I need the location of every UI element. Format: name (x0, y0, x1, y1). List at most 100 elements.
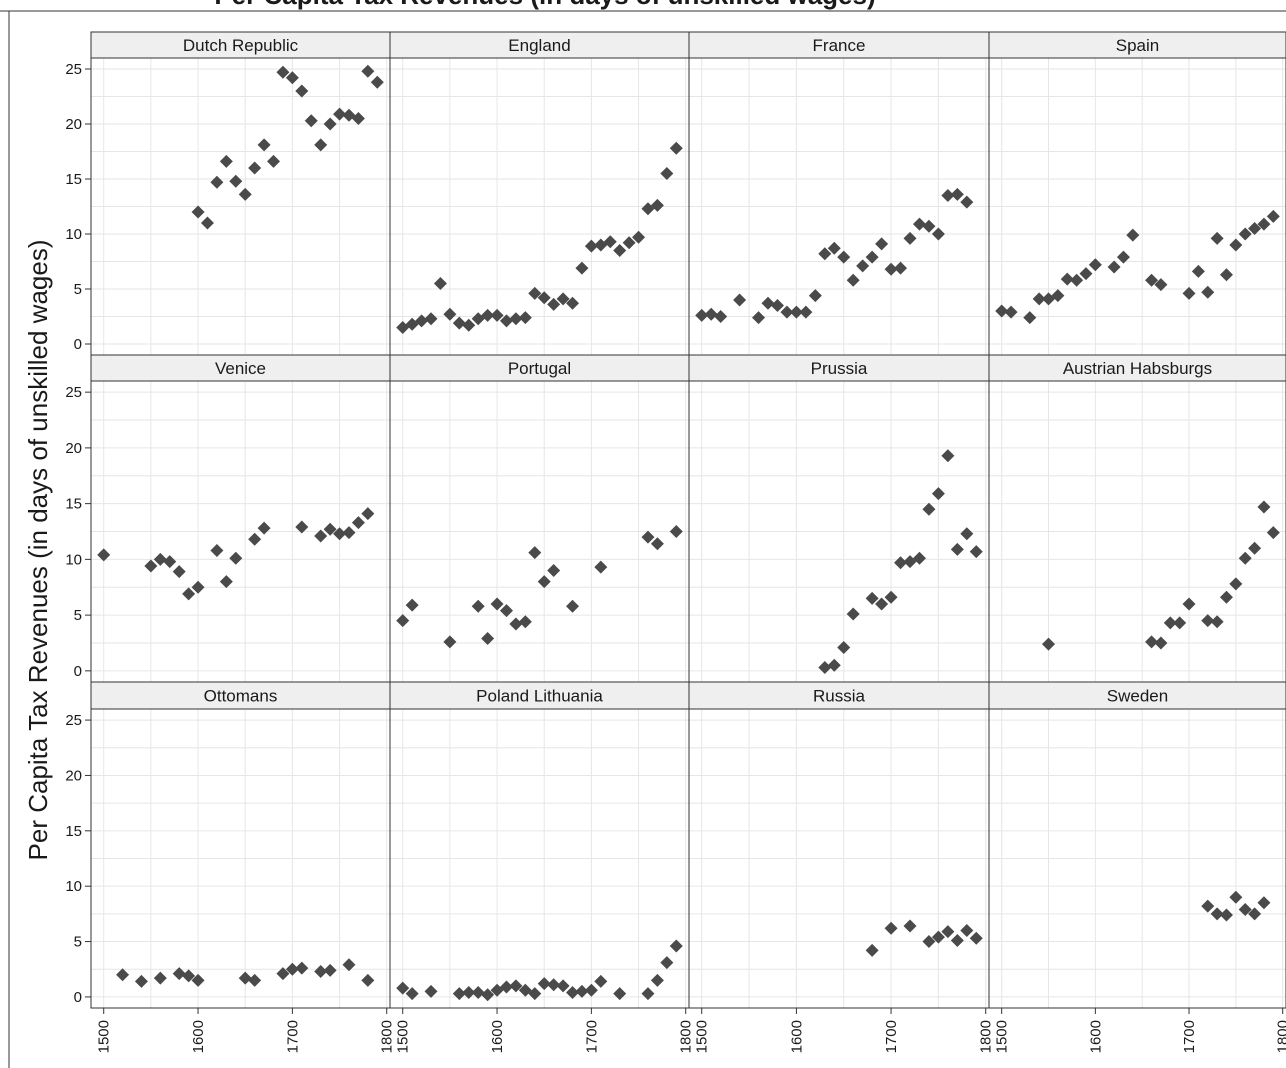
x-tick-label: 1700 (583, 1020, 600, 1053)
data-point (285, 962, 299, 976)
data-point (903, 919, 917, 933)
data-point (941, 925, 955, 939)
x-tick-label: 1800 (379, 1020, 396, 1053)
data-point (238, 187, 252, 201)
data-point (594, 974, 608, 988)
data-point (200, 216, 214, 230)
x-tick-label: 1500 (694, 1020, 711, 1053)
data-point (1210, 615, 1224, 629)
y-tick-label: 0 (74, 336, 82, 353)
data-point (594, 560, 608, 574)
data-point (304, 114, 318, 128)
data-point (660, 167, 674, 180)
data-point (229, 174, 243, 188)
facet-strip-label: England (508, 36, 570, 55)
data-point (547, 564, 561, 578)
x-tick-label: 1600 (489, 1020, 506, 1053)
data-point (1060, 272, 1074, 286)
data-point (1032, 292, 1046, 306)
data-point (97, 548, 111, 562)
data-point (248, 973, 262, 987)
data-point (714, 310, 728, 323)
data-point (509, 979, 523, 993)
data-point (969, 931, 983, 945)
x-tick-label: 1500 (994, 1020, 1011, 1053)
data-point (922, 219, 936, 233)
data-point (528, 286, 542, 300)
data-point (950, 187, 964, 201)
facet-panel: Poland Lithuania 1500 1600 1700 1800 (389, 681, 695, 1053)
data-point (314, 529, 328, 543)
y-tick-label: 25 (65, 712, 82, 729)
data-point (490, 597, 504, 611)
facet-strip (688, 354, 990, 382)
data-point (295, 84, 309, 98)
data-point (575, 984, 589, 998)
data-point (846, 273, 860, 287)
y-tick-label: 0 (74, 663, 82, 680)
data-point (1145, 635, 1159, 649)
data-point (695, 308, 709, 322)
facet-strip (389, 31, 690, 59)
data-point (323, 117, 337, 131)
data-point (584, 983, 598, 997)
data-point (669, 525, 683, 538)
data-point (509, 617, 523, 631)
data-point (1182, 597, 1196, 611)
data-point (424, 312, 438, 326)
y-tick-label: 5 (74, 607, 82, 624)
data-point (323, 522, 337, 536)
data-point (704, 307, 718, 321)
data-point (405, 987, 419, 1001)
data-point (499, 314, 513, 328)
data-point (153, 552, 167, 566)
data-point (333, 527, 347, 541)
data-point (912, 551, 926, 565)
data-point (818, 661, 832, 675)
y-tick-label: 20 (65, 116, 82, 133)
data-point (443, 307, 457, 321)
data-point (182, 587, 196, 601)
data-point (1210, 907, 1224, 921)
data-point (1257, 896, 1271, 910)
data-point (837, 640, 851, 654)
facet-strip (389, 681, 690, 710)
facet-panel: Ottomans 0 5 10 15 20 25 1500 1600 1700 1800 (65, 681, 396, 1053)
data-point (172, 967, 186, 981)
data-point (499, 980, 513, 994)
facet-strip-label: Austrian Habsburgs (1063, 359, 1212, 378)
data-point (1145, 273, 1159, 287)
data-point (1229, 577, 1243, 591)
data-point (566, 985, 580, 999)
data-point (396, 981, 410, 995)
data-point (537, 977, 551, 991)
data-point (770, 299, 784, 312)
data-point (1051, 289, 1065, 303)
data-point (1238, 551, 1252, 565)
x-tick-label: 1500 (395, 1020, 412, 1053)
data-point (1219, 590, 1233, 604)
facet-strip-label: Poland Lithuania (476, 687, 603, 706)
x-tick-label: 1600 (190, 1020, 207, 1053)
data-point (481, 988, 495, 1002)
data-point (1107, 260, 1121, 274)
data-point (827, 241, 841, 255)
y-tick-label: 5 (74, 281, 82, 298)
data-point (818, 247, 832, 261)
data-point (144, 559, 158, 573)
data-point (1154, 636, 1168, 650)
facet-strip (988, 31, 1286, 59)
data-point (1219, 908, 1233, 922)
data-point (116, 968, 130, 982)
facet-strip-label: Prussia (811, 359, 868, 378)
x-tick-label: 1700 (1181, 1020, 1198, 1053)
facet-strip (988, 354, 1286, 382)
data-point (566, 296, 580, 310)
data-point (837, 250, 851, 264)
data-point (761, 296, 775, 310)
data-point (518, 311, 532, 325)
data-point (481, 308, 495, 322)
facet-panel: Portugal (389, 354, 690, 683)
y-tick-label: 15 (65, 496, 82, 513)
